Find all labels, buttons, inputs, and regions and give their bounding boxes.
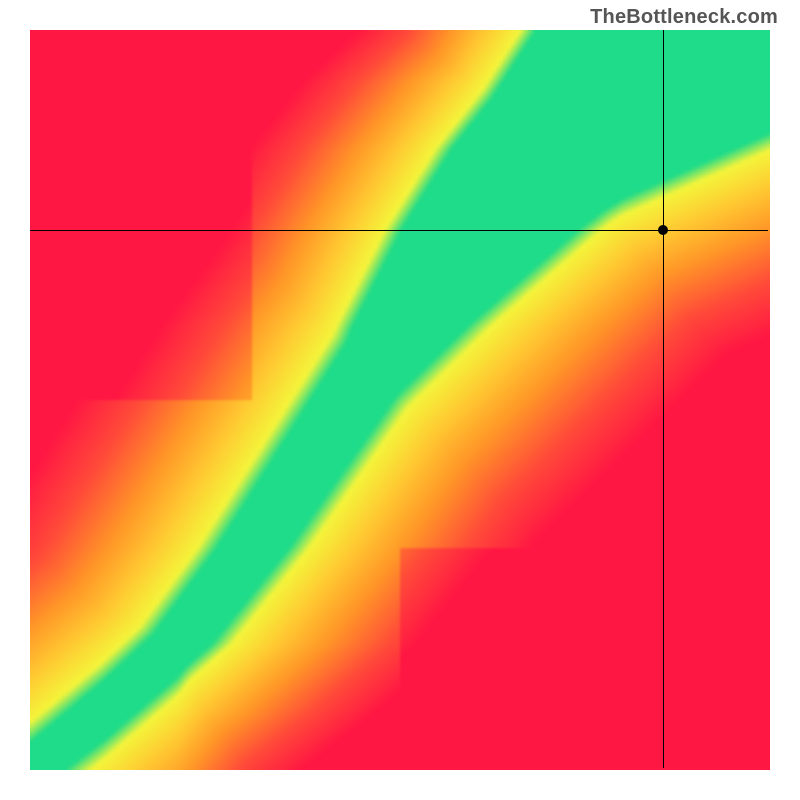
heatmap-plot xyxy=(30,30,770,770)
watermark-text: TheBottleneck.com xyxy=(590,6,778,29)
chart-container: TheBottleneck.com xyxy=(0,0,800,800)
heatmap-canvas xyxy=(30,30,770,770)
crosshair-point xyxy=(658,225,668,235)
crosshair-vertical xyxy=(663,30,664,768)
